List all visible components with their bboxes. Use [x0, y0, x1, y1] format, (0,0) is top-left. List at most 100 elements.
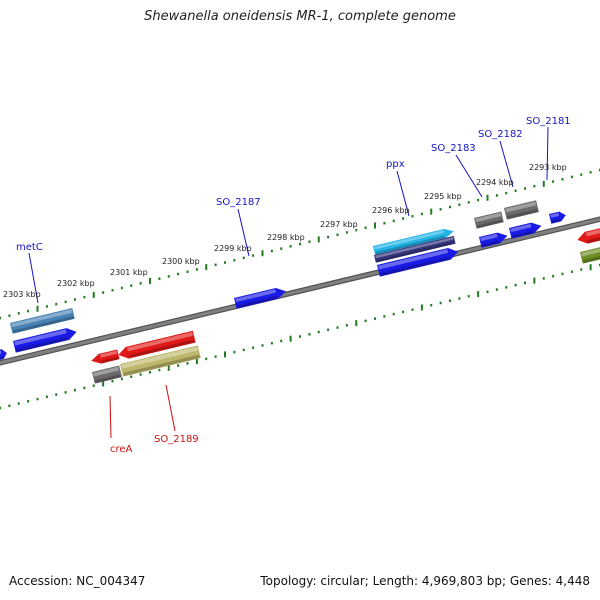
callout-layer: [28, 126, 549, 439]
gene-SO_2181-shade: [551, 218, 561, 224]
scale-label: 2297 kbp: [320, 220, 358, 229]
scale-label: 2303 kbp: [3, 290, 41, 299]
gene-creA-body: [91, 349, 120, 364]
lower-scale-ruler: [0, 263, 600, 410]
callout-SO_2189: [165, 384, 176, 432]
scale-label: 2296 kbp: [372, 206, 410, 215]
genome-backbone: [0, 217, 600, 365]
gene-ppx-cds-b-body: [374, 235, 456, 263]
gene-SO_2182-shade: [511, 230, 533, 239]
gene-SO_2183-body: [479, 232, 508, 248]
gene-left-partial[interactable]: [0, 348, 8, 361]
gene-metC-cds-highlight: [11, 309, 73, 328]
gene-ppx-cds-body: [373, 228, 454, 255]
callout-SO_2181: [546, 126, 549, 181]
gene-metC-shade: [15, 336, 69, 353]
gene-label-ppx[interactable]: ppx: [386, 159, 405, 170]
gene-right-red-shade: [587, 235, 600, 244]
gene-SO_2182-pseudo-shade: [506, 208, 538, 220]
gene-SO_2187-highlight: [235, 289, 276, 303]
gene-creA-pseudo[interactable]: [92, 365, 123, 384]
callout-SO_2182: [499, 140, 514, 188]
gene-label-creA[interactable]: creA: [110, 444, 133, 455]
gene-creA-pseudo-highlight: [93, 366, 120, 377]
feature-layer: [0, 200, 600, 384]
label-layer: 2303 kbp 2302 kbp 2301 kbp 2300 kbp 2299…: [3, 116, 571, 455]
gene-metC-body: [13, 328, 77, 353]
gene-label-so-2187[interactable]: SO_2187: [216, 197, 261, 208]
callout-metC: [28, 252, 39, 304]
gene-ppx-cds-shade: [375, 235, 446, 255]
gene-creA-shade: [101, 356, 119, 364]
gene-ppx-cds-b-shade: [376, 241, 455, 263]
gene-right-olive-shade: [582, 253, 600, 264]
gene-right-olive-highlight: [581, 246, 600, 257]
gene-SO_2181-highlight: [550, 212, 560, 218]
upper-scale-ruler: [0, 168, 600, 320]
gene-left-partial-shade: [0, 356, 3, 361]
gene-ppx-cds-b-highlight: [375, 237, 454, 259]
gene-SO_2181-body: [549, 211, 566, 224]
gene-SO_2189-cds-shade: [123, 354, 200, 377]
scale-label: 2298 kbp: [267, 233, 305, 242]
gene-label-so-2182[interactable]: SO_2182: [478, 129, 523, 140]
gene-metC[interactable]: [13, 326, 78, 353]
scale-label: 2295 kbp: [424, 192, 462, 201]
genome-summary-text: Topology: circular; Length: 4,969,803 bp…: [260, 574, 590, 588]
gene-ppx[interactable]: [377, 246, 460, 277]
callout-SO_2183: [455, 154, 483, 198]
gene-SO_2189-shade: [128, 339, 195, 359]
gene-SO_2183-highlight: [480, 233, 498, 242]
gene-label-so-2183[interactable]: SO_2183: [431, 143, 476, 154]
gene-creA-pseudo-body: [92, 365, 123, 384]
map-title: Shewanella oneidensis MR-1, complete gen…: [144, 9, 456, 24]
gene-metC-cds[interactable]: [10, 308, 75, 334]
scale-label: 2302 kbp: [57, 279, 95, 288]
gene-SO_2189-highlight: [126, 331, 194, 352]
gene-right-red[interactable]: [576, 226, 600, 246]
gene-metC-highlight: [14, 329, 67, 346]
gene-SO_2189-cds-highlight: [121, 346, 199, 369]
backbone-layer: [0, 216, 600, 366]
gene-SO_2187[interactable]: [234, 286, 287, 309]
gene-metC-cds-body: [10, 308, 75, 334]
gene-ppx-body: [377, 247, 459, 277]
gene-SO_2189-body: [118, 330, 196, 359]
gene-SO_2187-body: [234, 287, 286, 309]
gene-label-metC[interactable]: metC: [16, 242, 43, 253]
gene-label-so-2181[interactable]: SO_2181: [526, 116, 571, 127]
gene-SO_2183-pseudo[interactable]: [474, 211, 504, 229]
gene-SO_2189-cds[interactable]: [120, 345, 201, 377]
gene-SO_2183-pseudo-shade: [476, 219, 503, 229]
scale-label: 2294 kbp: [476, 178, 514, 187]
gene-ppx-cds-b[interactable]: [374, 235, 456, 263]
gene-ppx-highlight: [378, 249, 449, 270]
gene-ppx-cds[interactable]: [373, 227, 455, 255]
gene-SO_2181[interactable]: [549, 210, 567, 224]
gene-SO_2182-pseudo-highlight: [505, 201, 537, 213]
gene-left-partial-body: [0, 349, 7, 361]
scale-label: 2301 kbp: [110, 268, 148, 277]
scale-label: 2293 kbp: [529, 163, 567, 172]
scale-label: 2300 kbp: [162, 257, 200, 266]
accession-text: Accession: NC_004347: [9, 574, 146, 588]
gene-right-red-highlight: [585, 228, 600, 237]
gene-SO_2182-body: [509, 222, 542, 239]
gene-label-so-2189[interactable]: SO_2189: [154, 434, 199, 445]
gene-SO_2187-shade: [236, 295, 278, 309]
gene-SO_2182-highlight: [510, 223, 532, 233]
callout-SO_2187: [237, 208, 250, 257]
gene-metC-cds-shade: [12, 315, 74, 334]
gene-SO_2183[interactable]: [479, 230, 509, 248]
scale-label: 2299 kbp: [214, 244, 252, 253]
gene-SO_2189[interactable]: [117, 330, 196, 361]
gene-SO_2183-pseudo-body: [474, 211, 504, 229]
gene-ppx-cds-highlight: [374, 230, 444, 250]
gene-creA[interactable]: [90, 349, 120, 365]
gene-SO_2183-pseudo-highlight: [475, 212, 502, 223]
gene-right-olive[interactable]: [580, 244, 600, 264]
gene-creA-highlight: [99, 350, 118, 358]
gene-SO_2182-pseudo[interactable]: [504, 200, 539, 220]
gene-SO_2182[interactable]: [509, 221, 543, 239]
